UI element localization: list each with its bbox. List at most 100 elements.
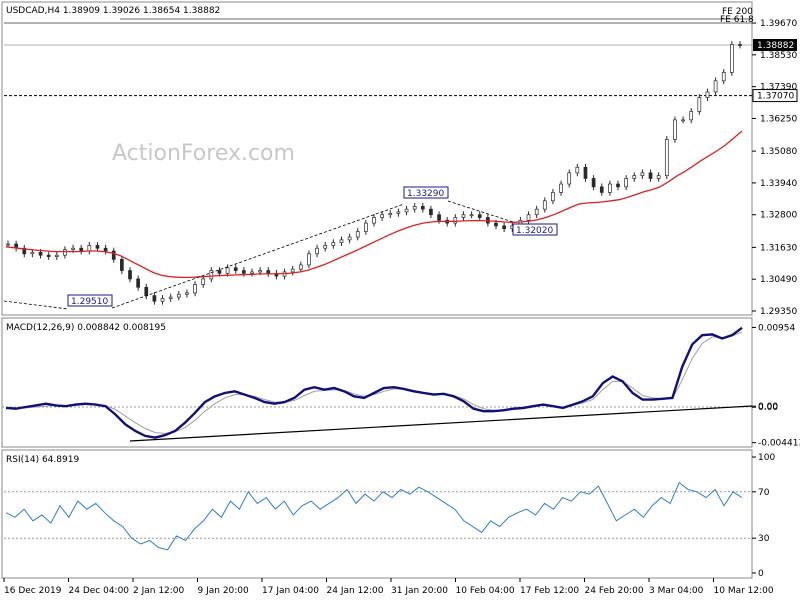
- price-annotations: 1.29510 1.33290 1.32020: [3, 186, 558, 310]
- time-tick-label: 9 Jan 20:00: [198, 586, 250, 596]
- time-tick-label: 10 Feb 04:00: [456, 586, 515, 596]
- candle-body: [176, 293, 181, 298]
- rsi-tick-label: 30: [758, 534, 770, 544]
- macd-panel: MACD(12,26,9) 0.008842 0.008195 0.00954 0…: [1, 317, 800, 449]
- candle-body: [453, 217, 458, 224]
- candle-body: [136, 278, 140, 288]
- price-annotation-label: 1.29510: [71, 297, 108, 307]
- candle-body: [355, 231, 360, 238]
- level-tag: [752, 89, 798, 103]
- candle-body: [730, 44, 734, 73]
- price-annotation-label: 1.32020: [516, 226, 553, 236]
- candle-body: [95, 245, 100, 249]
- price-tick-label: 1.38530: [760, 51, 797, 61]
- candle-body: [54, 254, 59, 257]
- time-axis: 16 Dec 2019 24 Dec 04:00 2 Jan 12:00 9 Jan …: [3, 578, 774, 596]
- candle-body: [372, 217, 376, 224]
- candle-body: [713, 80, 718, 93]
- candle-body: [689, 111, 694, 121]
- candle-body: [193, 284, 197, 294]
- candle-body: [111, 250, 116, 260]
- candle-body: [298, 264, 303, 270]
- candle-body: [6, 243, 10, 246]
- candle-body: [705, 91, 710, 98]
- price-tick-label: 1.33940: [760, 179, 797, 189]
- rsi-axis: 100 70 30 0: [752, 453, 775, 579]
- price-tick-label: 1.29350: [760, 307, 797, 317]
- candle-body: [22, 247, 27, 255]
- candle-body: [608, 183, 612, 193]
- candle-body: [38, 252, 43, 256]
- price-tick-label: 1.37390: [760, 83, 797, 93]
- candle-body: [217, 270, 222, 274]
- candle-body: [152, 295, 157, 302]
- time-tick-label: 31 Jan 20:00: [391, 586, 448, 596]
- last-price-tag: [753, 39, 797, 52]
- candle-body: [429, 208, 433, 216]
- candle-body: [233, 267, 238, 271]
- candle-body: [364, 222, 368, 232]
- candle-body: [412, 206, 417, 210]
- candle-body: [469, 214, 474, 217]
- candle-body: [656, 175, 661, 179]
- time-tick-label: 17 Jan 04:00: [262, 586, 319, 596]
- candle-body: [396, 211, 401, 214]
- macd-tick-label: -0.004413: [758, 439, 800, 449]
- candle-body: [494, 222, 498, 227]
- time-tick-label: 24 Feb 20:00: [585, 586, 644, 596]
- candle-body: [225, 267, 230, 274]
- candle-body: [697, 97, 702, 112]
- rsi-tick-label: 0: [758, 569, 764, 579]
- candle-body: [591, 178, 596, 188]
- macd-title: MACD(12,26,9) 0.008842 0.008195: [6, 323, 166, 333]
- candle-body: [266, 270, 271, 274]
- candle-body: [185, 292, 189, 295]
- watermark: ActionForex.com: [112, 141, 295, 166]
- candle-body: [79, 247, 84, 252]
- candle-body: [30, 252, 35, 255]
- candle-body: [502, 225, 506, 230]
- rsi-tick-label: 70: [758, 488, 770, 498]
- candle-body: [307, 253, 311, 266]
- rsi-title: RSI(14) 64.8919: [6, 455, 79, 465]
- candle-body: [209, 270, 214, 280]
- candle-body: [160, 298, 165, 302]
- candle-body: [721, 72, 726, 82]
- candle-body: [648, 172, 653, 179]
- price-tick-label: 1.39670: [760, 19, 797, 29]
- candle-body: [632, 175, 637, 179]
- candle-body: [144, 286, 149, 297]
- price-tick-label: 1.30490: [760, 275, 797, 285]
- rsi-panel: RSI(14) 64.8919 100 70 30 0: [1, 449, 775, 579]
- candle-body: [664, 139, 669, 177]
- fe-61-8-label: FE 61.8: [720, 15, 754, 25]
- candle-body: [315, 247, 319, 255]
- price-tick-label: 1.31630: [760, 243, 797, 253]
- last-price-value: 1.38882: [757, 41, 794, 51]
- price-candles: [6, 41, 742, 305]
- level-value: 1.37070: [757, 92, 794, 102]
- price-annotation-box: [67, 294, 113, 307]
- candle-body: [103, 247, 108, 252]
- candle-body: [331, 242, 336, 246]
- time-tick-label: 2 Jan 12:00: [133, 586, 185, 596]
- candle-body: [201, 278, 206, 285]
- price-tick-label: 1.32800: [760, 211, 797, 221]
- price-annotation-label: 1.33290: [407, 189, 444, 199]
- rsi-line: [5, 481, 743, 551]
- time-tick-label: 17 Feb 12:00: [520, 586, 579, 596]
- time-tick-label: 16 Dec 2019: [4, 586, 62, 596]
- candle-body: [526, 214, 531, 221]
- candle-body: [559, 183, 563, 193]
- time-tick-label: 24 Jan 12:00: [327, 586, 384, 596]
- price-axis: 1.39670 1.38530 1.37390 1.36250 1.35080 1.339…: [752, 19, 797, 317]
- candle-body: [673, 119, 677, 140]
- candle-body: [388, 212, 393, 216]
- ema-line: [5, 130, 743, 279]
- candle-body: [250, 271, 254, 274]
- price-tick-label: 1.36250: [760, 114, 797, 124]
- macd-line: [5, 326, 743, 439]
- time-tick-label: 3 Mar 04:00: [649, 586, 704, 596]
- candle-body: [599, 186, 604, 193]
- rsi-tick-label: 100: [758, 453, 775, 463]
